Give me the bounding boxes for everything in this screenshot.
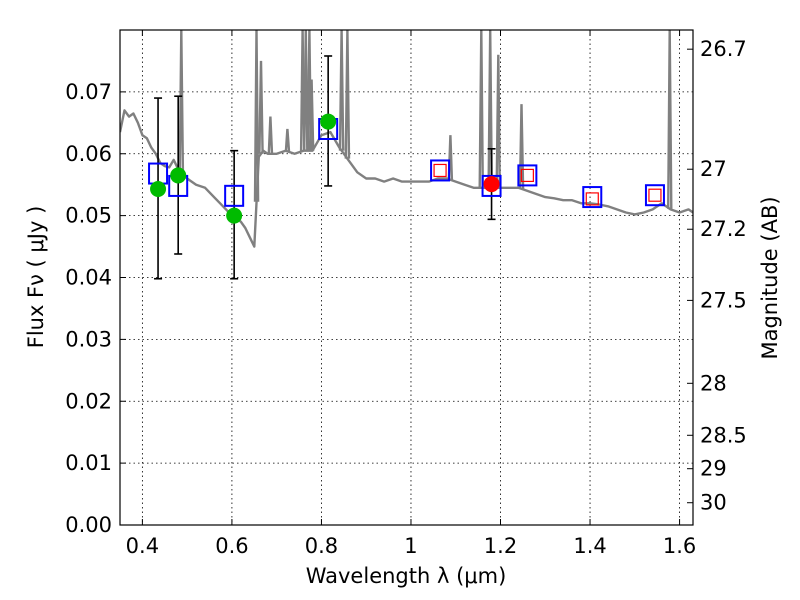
x-tick-label: 1.4 [573, 534, 606, 558]
y2-tick-label: 27 [700, 157, 727, 181]
observed-point [320, 113, 337, 130]
y-tick-label: 0.00 [65, 513, 112, 537]
y2-tick-label: 27.2 [700, 217, 747, 241]
emission-line-spike [338, 30, 345, 151]
x-tick-label: 0.6 [215, 534, 248, 558]
plot-area [120, 30, 693, 280]
y2-tick-label: 28 [700, 371, 727, 395]
x-tick-label: 1.6 [663, 534, 696, 558]
y2-tick-label: 26.7 [700, 37, 747, 61]
y2-tick-label: 30 [700, 491, 727, 515]
y-tick-label: 0.05 [65, 204, 112, 228]
model-photometry-square [430, 159, 451, 182]
y2-tick-label: 29 [700, 457, 727, 481]
upper-limit-square [585, 192, 599, 206]
emission-line-spike [267, 116, 274, 154]
emission-line-spike [478, 30, 484, 188]
x-tick-label: 0.8 [305, 534, 338, 558]
x-tick-label: 1.2 [484, 534, 517, 558]
observed-point [170, 167, 187, 184]
x-tick-label: 0.4 [126, 534, 159, 558]
y-tick-label: 0.04 [65, 266, 112, 290]
model-photometry-square [224, 184, 245, 207]
model-photometry-square [517, 164, 538, 187]
emission-line-spike [308, 79, 315, 151]
model-photometry-square [644, 184, 665, 207]
model-photometry-square [582, 186, 603, 209]
y-tick-label: 0.06 [65, 142, 112, 166]
y-tick-label: 0.03 [65, 327, 112, 351]
emission-line-spike [667, 30, 673, 209]
x-axis-title: Wavelength λ (μm) [306, 564, 507, 588]
emission-line-spike [495, 54, 501, 188]
upper-limit-square [520, 168, 534, 183]
y-axis-title: Flux Fν ( μJy ) [24, 206, 48, 349]
y2-axis-title: Magnitude (AB) [758, 196, 782, 359]
x-tick-label: 1 [404, 534, 417, 558]
emission-line-spike [487, 30, 493, 188]
model-spectrum-line [120, 109, 693, 248]
y-tick-label: 0.07 [65, 80, 112, 104]
upper-limit-square [648, 188, 662, 202]
upper-limit-square [433, 163, 447, 178]
model-photometry-square [481, 174, 502, 197]
y-tick-label: 0.02 [65, 389, 112, 413]
emission-line-spike [344, 30, 351, 159]
observed-point [150, 181, 167, 198]
emission-line-spike [284, 128, 291, 152]
emission-line-spike [518, 104, 525, 189]
y2-tick-label: 28.5 [700, 423, 747, 447]
emission-line-spike [178, 30, 185, 172]
y-tick-label: 0.01 [65, 451, 112, 475]
y2-tick-label: 27.5 [700, 288, 747, 312]
observed-point [483, 176, 500, 193]
emission-line-spike [258, 60, 264, 154]
axis-ticks: 0.4 0.6 0.8 1 1.2 1.4 1.6 0.00 0.01 0.02 0.03 0.04 0… [65, 30, 747, 558]
emission-line-spike [253, 30, 260, 202]
emission-line-spike [303, 30, 309, 151]
grid [120, 30, 693, 526]
observed-point [226, 207, 243, 224]
